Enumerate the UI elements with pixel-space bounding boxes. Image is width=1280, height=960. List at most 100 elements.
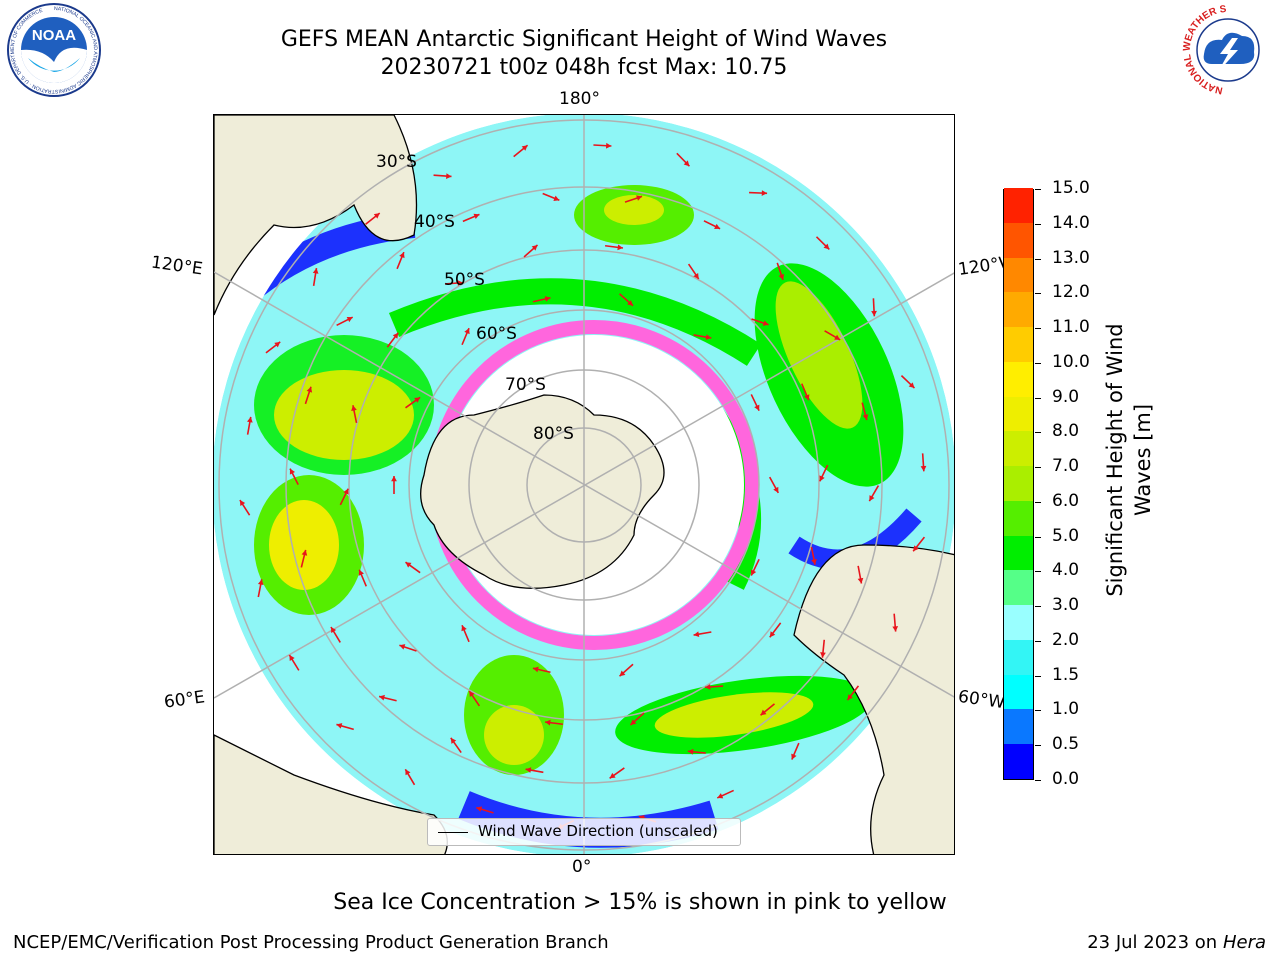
wind-arrow-head: [391, 476, 397, 482]
wind-arrow-head: [819, 475, 825, 482]
south-america-land: [793, 544, 954, 854]
date-stamp: 23 Jul 2023 on Hera: [1087, 932, 1266, 953]
wind-arrow-head: [920, 465, 927, 472]
colorbar-tick-label: 15.0: [1052, 178, 1090, 198]
legend-label: Wind Wave Direction (unscaled): [478, 822, 718, 840]
colorbar-segment: [1004, 674, 1033, 710]
australia-land: [214, 115, 418, 316]
colorbar-segment: [1004, 604, 1033, 640]
colorbar-tick: [1035, 675, 1041, 677]
wind-arrow-head: [820, 652, 826, 658]
colorbar-tick: [1035, 640, 1041, 642]
lat-label-30s: 30°S: [376, 152, 417, 172]
wind-arrow-head: [405, 562, 412, 568]
wind-arrow-head: [330, 626, 337, 633]
wind-arrow-head: [714, 223, 721, 230]
wind-arrow-head: [693, 631, 700, 638]
wind-arrow-head: [693, 272, 699, 279]
colorbar-segment: [1004, 535, 1033, 571]
chart-title: GEFS MEAN Antarctic Significant Height o…: [280, 27, 888, 52]
wind-arrow-head: [705, 684, 711, 690]
legend-line-icon: [438, 832, 468, 833]
colorbar-segment: [1004, 500, 1033, 536]
wind-arrow-head: [619, 670, 626, 677]
colorbar-tick: [1035, 745, 1041, 747]
colorbar-segment: [1004, 744, 1033, 779]
wind-arrow-head: [773, 486, 779, 493]
lat-label-60s: 60°S: [476, 324, 517, 344]
colorbar-tick: [1035, 328, 1041, 330]
colorbar-title-line1: Significant Height of Wind: [1103, 323, 1127, 597]
colorbar-tick-label: 8.0: [1052, 421, 1080, 442]
colorbar-tick-label: 1.0: [1052, 699, 1080, 720]
wind-arrow-head: [247, 416, 253, 423]
colorbar-tick: [1035, 501, 1041, 503]
noaa-logo: NOAA NATIONAL OCEANIC AND ATMOSPHERIC AD…: [7, 3, 101, 97]
colorbar-segment: [1004, 292, 1033, 328]
credit-text: NCEP/EMC/Verification Post Processing Pr…: [13, 932, 609, 953]
wind-arrow-head: [544, 296, 551, 302]
wind-arrow-head: [399, 644, 406, 650]
colorbar-segment: [1004, 570, 1033, 606]
wind-arrow-head: [312, 268, 319, 274]
wind-arrow-head: [476, 806, 483, 812]
colorbar-tick-label: 10.0: [1052, 351, 1090, 372]
colorbar-tick: [1035, 606, 1041, 608]
wind-arrow-head: [274, 341, 281, 348]
colorbar-segment: [1004, 431, 1033, 467]
wind-arrow-head: [683, 160, 690, 167]
colorbar-segment: [1004, 187, 1033, 223]
graticule: [214, 115, 954, 854]
wind-arrow-head: [351, 405, 357, 411]
wind-arrow-head: [871, 310, 877, 317]
colorbar-tick: [1035, 397, 1041, 399]
wind-arrow-head: [892, 626, 899, 632]
wind-arrow-head: [705, 334, 712, 340]
colorbar-tick-label: 5.0: [1052, 525, 1080, 546]
colorbar-tick-label: 1.5: [1052, 664, 1080, 685]
wind-arrow-head: [306, 386, 313, 393]
wind-arrow-head: [687, 748, 694, 755]
wind-arrow-head: [754, 404, 760, 411]
wind-arrow-head: [609, 772, 616, 779]
wind-arrow-head: [343, 488, 349, 495]
wind-arrow-head: [532, 666, 539, 673]
colorbar-segment: [1004, 465, 1033, 501]
wind-arrow-head: [464, 328, 470, 335]
host-name: Hera: [1222, 932, 1266, 953]
lon-label-60w: 60°W: [956, 686, 1007, 714]
nws-logo: NATIONAL WEATHER SERVICE: [1176, 2, 1274, 96]
wind-arrow-head: [469, 691, 475, 698]
colorbar-tick-label: 6.0: [1052, 490, 1080, 511]
colorbar-tick-label: 13.0: [1052, 247, 1090, 268]
wind-arrow-head: [545, 719, 551, 726]
lon-label-0: 0°: [572, 857, 592, 877]
colorbar-tick-label: 0.0: [1052, 769, 1080, 789]
map-legend: Wind Wave Direction (unscaled): [427, 818, 741, 846]
wind-arrow-head: [473, 213, 480, 220]
wind-arrow-head: [857, 577, 864, 584]
colorbar-tick-label: 7.0: [1052, 456, 1080, 477]
wind-arrow-head: [811, 559, 817, 565]
wind-arrow-head: [289, 655, 295, 662]
wind-arrow-head: [823, 243, 830, 250]
wind-arrow-head: [373, 213, 380, 219]
colorbar-tick-label: 4.0: [1052, 560, 1080, 581]
colorbar-tick: [1035, 536, 1041, 538]
wind-arrow-head: [289, 468, 295, 475]
colorbar-segment: [1004, 396, 1033, 432]
wind-arrow-head: [301, 549, 308, 556]
wind-arrow-head: [913, 545, 919, 552]
lon-label-60e: 60°E: [162, 687, 207, 713]
colorbar-tick-label: 9.0: [1052, 386, 1080, 407]
lat-label-40s: 40°S: [414, 212, 455, 232]
wind-arrow-head: [761, 190, 768, 196]
lon-label-120e: 120°E: [149, 252, 204, 280]
wind-arrow-head: [446, 173, 452, 179]
colorbar-segment: [1004, 326, 1033, 362]
wind-arrow-head: [630, 719, 637, 725]
wind-arrow-head: [750, 569, 757, 576]
date-text: 23 Jul 2023 on: [1087, 932, 1218, 953]
colorbar: [1003, 187, 1034, 780]
svg-text:NOAA: NOAA: [32, 27, 76, 44]
